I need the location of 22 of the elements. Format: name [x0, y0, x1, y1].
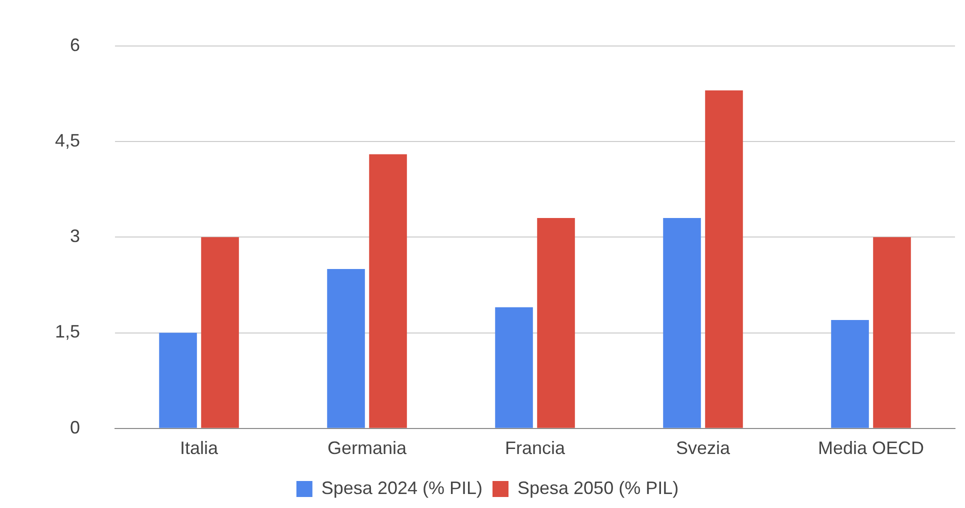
bar: [831, 320, 869, 428]
y-tick-label: 1,5: [54, 322, 80, 342]
x-tick-label: Media OECD: [818, 438, 924, 458]
bar: [537, 218, 575, 428]
y-tick-label: 3: [70, 226, 80, 246]
bar: [159, 332, 197, 428]
x-tick-label: Germania: [328, 438, 408, 458]
y-tick-label: 4,5: [54, 130, 80, 150]
x-tick-label: Francia: [504, 438, 566, 458]
bar: [705, 90, 743, 428]
bar: [201, 237, 239, 428]
x-tick-label: Svezia: [676, 438, 732, 458]
bar: [327, 268, 365, 428]
bar: [873, 237, 911, 428]
bar: [663, 218, 701, 428]
bar: [495, 307, 533, 428]
y-tick-label: 6: [70, 34, 80, 55]
legend-label: Spesa 2024 (% PIL): [321, 478, 483, 498]
legend-label: Spesa 2050 (% PIL): [518, 478, 679, 498]
bar: [369, 154, 407, 428]
y-tick-label: 0: [70, 417, 80, 438]
x-tick-label: Italia: [180, 438, 220, 458]
